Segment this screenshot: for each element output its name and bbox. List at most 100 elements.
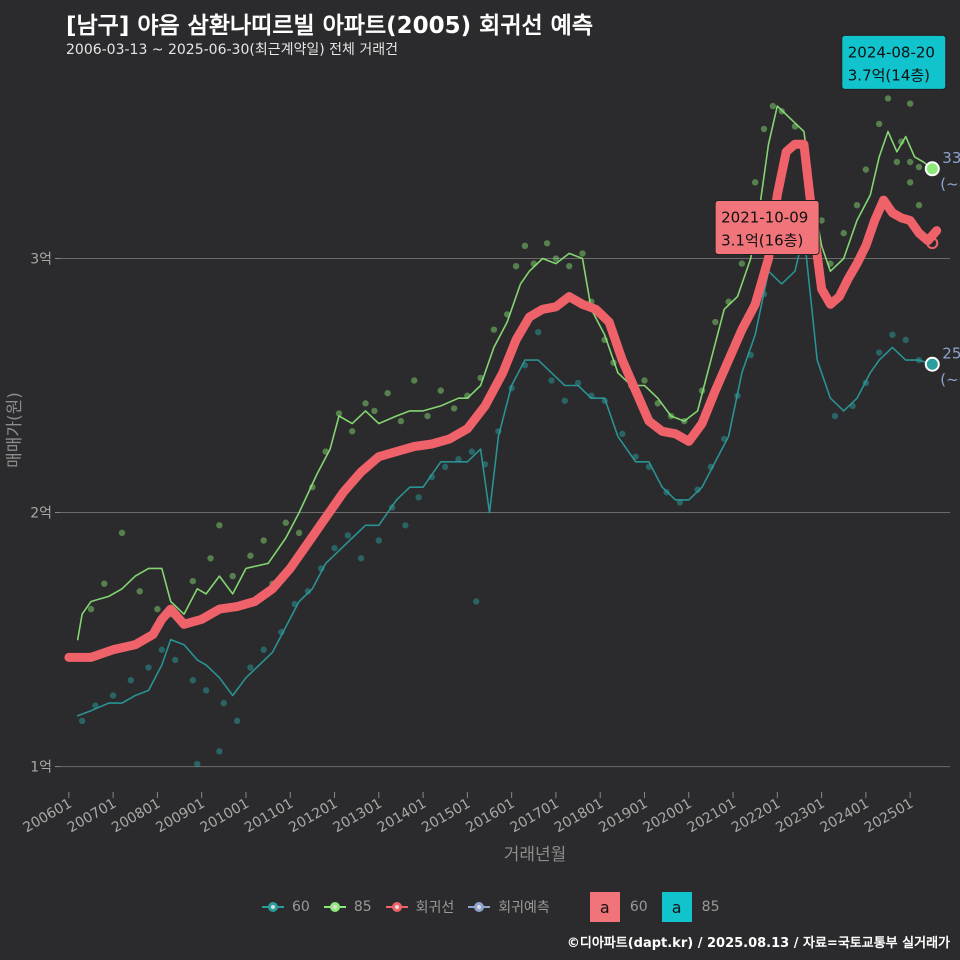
scatter-point-60	[216, 748, 223, 755]
legend-box-85: a	[661, 892, 692, 922]
scatter-point-85	[769, 102, 777, 110]
scatter-point-60	[171, 656, 179, 664]
scatter-point-60	[902, 336, 909, 344]
legend-box-item-60[interactable]: a 60	[589, 892, 648, 922]
scatter-point-60	[889, 331, 896, 338]
scatter-point-60	[145, 664, 152, 671]
legend-item-85[interactable]: 85	[323, 897, 372, 917]
legend-item-regression[interactable]: 회귀선	[385, 897, 454, 917]
scatter-point-60	[331, 544, 338, 552]
regression-line	[64, 139, 942, 662]
x-tick-label: 201001	[198, 796, 252, 837]
legend-key-regression-icon	[385, 897, 408, 917]
scatter-point-60	[561, 397, 568, 404]
scatter-point-85	[154, 605, 161, 613]
legend-label: 회귀예측	[498, 900, 550, 916]
scatter-point-60	[127, 677, 135, 684]
legend-label: 60	[629, 899, 648, 915]
scatter-point-85	[840, 229, 847, 237]
y-axis-title: 매매가(원)	[5, 392, 25, 468]
annotation-date: 2024-08-20	[848, 43, 935, 61]
scatter-point-60	[535, 328, 542, 336]
scatter-point-85	[818, 217, 825, 224]
x-tick-label: 202501	[862, 796, 916, 837]
scatter-point-60	[375, 537, 383, 544]
x-tick-label: 201101	[242, 796, 296, 837]
legend-item-60[interactable]: 60	[262, 897, 310, 917]
scatter-point-85	[384, 389, 391, 397]
scatter-point-85	[490, 326, 498, 333]
y-tick-label: 2억	[30, 506, 52, 522]
x-tick-label: 201601	[463, 796, 517, 837]
scatter-point-85	[349, 428, 356, 435]
scatter-point-85	[118, 529, 126, 537]
scatter-point-85	[136, 588, 143, 595]
y-tick-label: 1억	[30, 760, 52, 776]
scatter-point-85	[893, 158, 901, 166]
regression-forecast-marker	[926, 237, 939, 250]
scatter-point-85	[579, 250, 586, 257]
scatter-point-85	[751, 179, 759, 186]
scatter-point-60	[189, 677, 197, 684]
legend-label: 60	[292, 899, 310, 915]
scatter-point-60	[202, 687, 210, 694]
legend: 60 85 회귀선 회귀예측 a 60 a 85	[262, 892, 733, 922]
scatter-point-60	[220, 699, 228, 707]
scatter-point-85	[552, 255, 560, 262]
scatter-point-85	[229, 572, 236, 580]
scatter-point-85	[906, 158, 914, 166]
scatter-point-60	[442, 463, 449, 471]
scatter-point-85	[207, 555, 214, 562]
scatter-point-85	[437, 387, 444, 394]
scatter-point-60	[247, 664, 254, 671]
legend-box-item-85[interactable]: a 85	[661, 892, 719, 922]
scatter-point-60	[357, 555, 365, 562]
endpoint-value-label: 33,533	[942, 149, 960, 167]
scatter-point-85	[282, 519, 290, 526]
x-tick-label: 202001	[640, 796, 694, 837]
scatter-point-60	[619, 430, 626, 438]
scatter-point-85	[915, 163, 923, 171]
scatter-point-85	[87, 605, 95, 613]
endpoint-value-label: 25,838	[942, 344, 960, 362]
x-tick-label: 201801	[552, 796, 606, 837]
scatter-point-60	[304, 588, 312, 595]
scatter-point-85	[295, 529, 303, 537]
endpoint-marker-85	[924, 161, 940, 177]
scatter-point-85	[397, 417, 405, 425]
scatter-point-60	[78, 717, 86, 725]
x-tick-label: 200901	[153, 796, 207, 837]
scatter-point-85	[641, 377, 648, 384]
annotation-date: 2021-10-09	[721, 209, 808, 227]
scatter-point-60	[428, 473, 436, 481]
legend-key-forecast-icon	[468, 897, 491, 917]
endpoint-size-label: (~85㎡)	[940, 175, 960, 193]
scatter-point-85	[760, 125, 768, 133]
scatter-point-85	[875, 120, 883, 128]
scatter-point-85	[101, 580, 108, 587]
series-line-60	[76, 232, 934, 717]
x-tick-label: 200701	[65, 796, 119, 837]
scatter-point-85	[884, 95, 892, 102]
scatter-point-85	[853, 201, 861, 209]
scatter-point-85	[260, 537, 267, 544]
scatter-point-85	[362, 400, 369, 407]
y-tick-label: 3억	[30, 252, 52, 268]
scatter-point-60	[194, 760, 201, 768]
scatter-point-85	[216, 522, 223, 529]
legend-box-60: a	[589, 892, 620, 922]
x-tick-label: 201301	[331, 796, 385, 837]
scatter-point-85	[512, 262, 520, 270]
legend-label: 85	[353, 899, 372, 915]
scatter-point-85	[906, 179, 914, 186]
scatter-point-60	[694, 486, 701, 493]
x-axis-title: 거래년월	[504, 845, 567, 865]
scatter-point-85	[335, 410, 343, 417]
scatter-point-60	[468, 448, 475, 455]
scatter-point-85	[654, 400, 661, 407]
scatter-point-85	[450, 405, 458, 412]
scatter-point-85	[712, 318, 719, 326]
legend-item-forecast[interactable]: 회귀예측	[468, 897, 550, 917]
scatter-point-60	[875, 349, 883, 356]
